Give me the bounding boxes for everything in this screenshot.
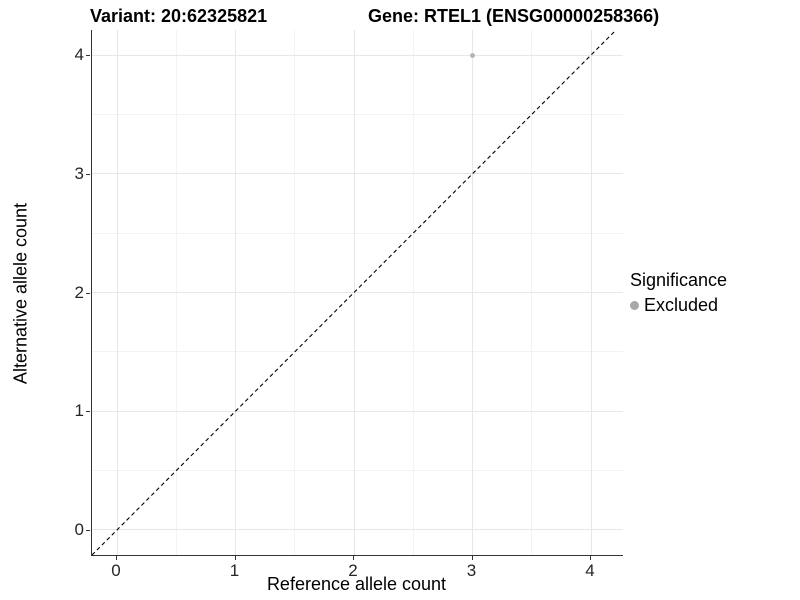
gridline-major-y	[92, 529, 623, 531]
plot-panel	[91, 30, 623, 556]
y-tick-mark	[86, 55, 90, 57]
gridline-major-y	[92, 173, 623, 175]
gridline-major-y	[92, 54, 623, 56]
x-tick-mark	[116, 556, 117, 560]
legend-item: Excluded	[630, 295, 727, 316]
y-axis-label: Alternative allele count	[10, 202, 31, 384]
x-tick-mark	[471, 556, 473, 560]
variant-title: Variant: 20:62325821	[90, 6, 268, 26]
x-tick-mark	[590, 556, 591, 560]
legend: Significance Excluded	[630, 270, 727, 316]
y-tick-label: 2	[74, 282, 84, 302]
y-tick-label: 3	[74, 163, 84, 183]
x-tick-label: 2	[348, 561, 358, 580]
y-tick-label: 1	[74, 401, 84, 421]
legend-key-dot	[630, 301, 639, 310]
x-tick-mark	[234, 556, 236, 560]
x-tick-mark	[353, 556, 354, 560]
y-tick-mark	[86, 529, 90, 531]
gridline-minor-y	[92, 351, 623, 353]
legend-item-label: Excluded	[644, 295, 719, 315]
gene-title: Gene: RTEL1 (ENSG00000258366)	[368, 6, 660, 26]
x-axis-label: Reference allele count	[266, 574, 447, 594]
y-tick-mark	[86, 411, 90, 413]
gridline-minor-y	[92, 232, 623, 234]
x-tick-label: 0	[111, 561, 121, 580]
x-tick-label: 1	[229, 561, 240, 580]
gridline-major-y	[92, 292, 623, 293]
legend-items: Excluded	[630, 295, 727, 316]
y-tick-label: 0	[74, 519, 84, 539]
y-tick-mark	[86, 173, 90, 175]
identity-line	[92, 30, 617, 555]
x-tick-label: 4	[585, 561, 595, 580]
x-tick-label: 3	[466, 561, 477, 580]
legend-title: Significance	[630, 270, 728, 290]
gridline-major-y	[92, 410, 623, 412]
data-point	[470, 52, 475, 58]
gridline-minor-y	[92, 470, 623, 472]
y-tick-mark	[86, 292, 90, 294]
gridline-minor-y	[92, 113, 623, 115]
y-tick-label: 4	[74, 45, 84, 65]
